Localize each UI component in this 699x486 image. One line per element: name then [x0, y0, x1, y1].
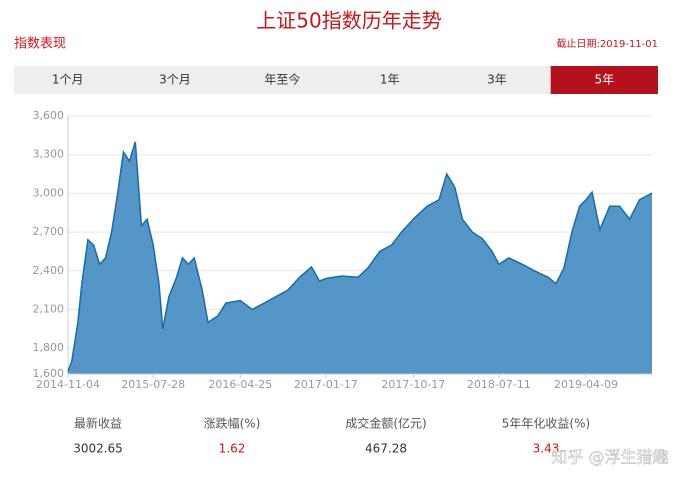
tab[interactable]: 1个月 [14, 66, 121, 94]
stat-label: 最新收益 [74, 416, 122, 431]
stat-label: 成交金额(亿元) [345, 416, 426, 431]
y-tick-label: 3,300 [33, 148, 65, 161]
stat-value: 1.62 [219, 442, 246, 456]
plot: 1,600 1,800 2,100 2,400 2,700 3,000 3,300 3,600… [33, 109, 653, 391]
stat-value: 3.43 [533, 442, 560, 456]
y-tick-label: 2,400 [33, 264, 65, 277]
line [67, 141, 653, 372]
tab-label[interactable]: 3个月 [159, 73, 191, 87]
cutoff-date: 截止日期:2019-11-01 [557, 37, 658, 50]
tab-label[interactable]: 1个月 [52, 73, 84, 87]
page-title: 上证50指数历年走势 [256, 9, 441, 33]
y-tick-label: 2,700 [33, 225, 65, 238]
y-tick-label: 1,800 [33, 341, 65, 354]
y-tick-label: 3,000 [33, 186, 65, 199]
tab[interactable]: 年至今 [229, 66, 336, 94]
tab-label[interactable]: 3年 [487, 73, 507, 87]
stat-value: 467.28 [365, 442, 407, 456]
x-tick-label: 2016-04-25 [208, 378, 272, 391]
tab[interactable]: 3个月 [121, 66, 228, 94]
x-tick-label: 2014-11-04 [36, 378, 100, 391]
tab[interactable]: 5年 [550, 66, 658, 94]
section-label: 指数表现 [14, 37, 66, 52]
area [68, 141, 652, 374]
tab-label[interactable]: 年至今 [264, 72, 300, 87]
x-tick-label: 2019-04-09 [554, 378, 618, 391]
tab-label[interactable]: 1年 [380, 73, 400, 87]
tab-label[interactable]: 5年 [595, 73, 615, 87]
tab[interactable]: 1年 [336, 66, 443, 94]
tab[interactable]: 3年 [443, 66, 550, 94]
tab-bar: 1个月 3个月 年至今 1年 3年 5年 [14, 66, 658, 94]
y-tick-label: 1,600 [33, 367, 65, 380]
x-tick-label: 2015-07-28 [121, 378, 185, 391]
tab-bg[interactable] [550, 66, 658, 94]
x-tick-label: 2017-10-17 [381, 378, 445, 391]
x-tick-label: 2017-01-17 [294, 378, 358, 391]
y-tick-label: 3,600 [33, 109, 65, 122]
y-tick-label: 2,100 [33, 303, 65, 316]
stat-label: 5年年化收益(%) [502, 417, 590, 431]
stats: 最新收益 3002.65 涨跌幅(%) 1.62 成交金额(亿元) 467.28 5年年化收… [73, 416, 590, 456]
stat-label: 涨跌幅(%) [204, 416, 261, 431]
watermark: 知乎 @浮生猎趣 [551, 448, 668, 467]
stat-value: 3002.65 [73, 442, 123, 456]
x-tick-label: 2018-07-11 [467, 378, 531, 391]
